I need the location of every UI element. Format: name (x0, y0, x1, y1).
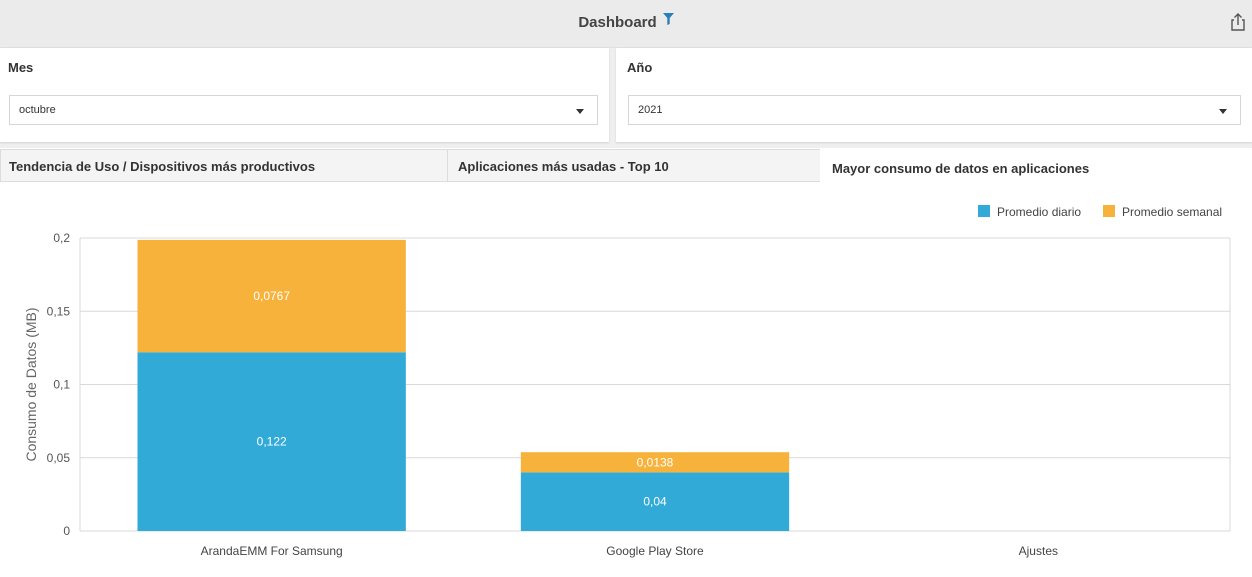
mes-label: Mes (8, 60, 34, 75)
bar-promedio-semanal[interactable] (137, 239, 406, 353)
anio-label: Año (627, 60, 653, 75)
chevron-down-icon (576, 109, 584, 114)
mes-filter-card: Mes octubre (0, 48, 609, 142)
page-title: Dashboard (578, 14, 657, 31)
anio-select-value: 2021 (638, 104, 663, 116)
bar-promedio-semanal[interactable] (520, 452, 790, 473)
tab-mayor-consumo-datos[interactable]: Mayor consumo de datos en aplicaciones (820, 149, 1252, 183)
tab-bar: Tendencia de Uso / Dispositivos más prod… (0, 149, 1252, 183)
dashboard-header: Dashboard (0, 0, 1252, 48)
header-title-wrap: Dashboard (0, 12, 1252, 31)
y-tick-label: 0,1 (53, 378, 70, 392)
tab-label: Tendencia de Uso / Dispositivos más prod… (9, 159, 316, 174)
data-label: 0,0767 (253, 289, 290, 303)
bar-promedio-diario[interactable] (520, 472, 790, 531)
legend-item-promedio-diario[interactable]: Promedio diario (997, 205, 1081, 219)
chart-svg: 0 0,05 0,1 0,15 0,2 Consumo de Datos (MB) 0,12… (23, 205, 1231, 558)
x-tick-label: Ajustes (1019, 544, 1058, 558)
x-tick-label: ArandaEMM For Samsung (201, 544, 343, 558)
bar-promedio-diario[interactable] (137, 352, 406, 531)
filter-icon[interactable] (662, 12, 674, 29)
tab-aplicaciones-mas-usadas[interactable]: Aplicaciones más usadas - Top 10 (447, 149, 821, 182)
y-tick-label: 0,15 (47, 304, 71, 318)
data-label: 0,122 (257, 435, 287, 449)
tab-tendencia-uso[interactable]: Tendencia de Uso / Dispositivos más prod… (0, 149, 448, 182)
data-label: 0,0138 (637, 455, 674, 469)
y-tick-label: 0,2 (53, 231, 70, 245)
mes-select[interactable]: octubre (9, 95, 598, 125)
tab-label: Mayor consumo de datos en aplicaciones (832, 161, 1090, 176)
legend-item-promedio-semanal[interactable]: Promedio semanal (1122, 205, 1222, 219)
mes-select-value: octubre (19, 104, 56, 116)
chevron-down-icon (1219, 109, 1227, 114)
y-tick-label: 0 (63, 524, 70, 538)
data-consumption-chart: 0 0,05 0,1 0,15 0,2 Consumo de Datos (MB) 0,12… (0, 184, 1252, 577)
anio-filter-card: Año 2021 (616, 48, 1252, 142)
tab-label: Aplicaciones más usadas - Top 10 (458, 159, 669, 174)
y-tick-label: 0,05 (47, 451, 71, 465)
anio-select[interactable]: 2021 (628, 95, 1241, 125)
data-label: 0,04 (643, 495, 667, 509)
legend-swatch[interactable] (978, 205, 990, 217)
x-tick-label: Google Play Store (606, 544, 704, 558)
filter-area: Mes octubre Año 2021 (0, 48, 1252, 148)
export-icon[interactable] (1228, 12, 1248, 32)
legend-swatch[interactable] (1103, 205, 1115, 217)
y-axis-title: Consumo de Datos (MB) (23, 307, 39, 461)
